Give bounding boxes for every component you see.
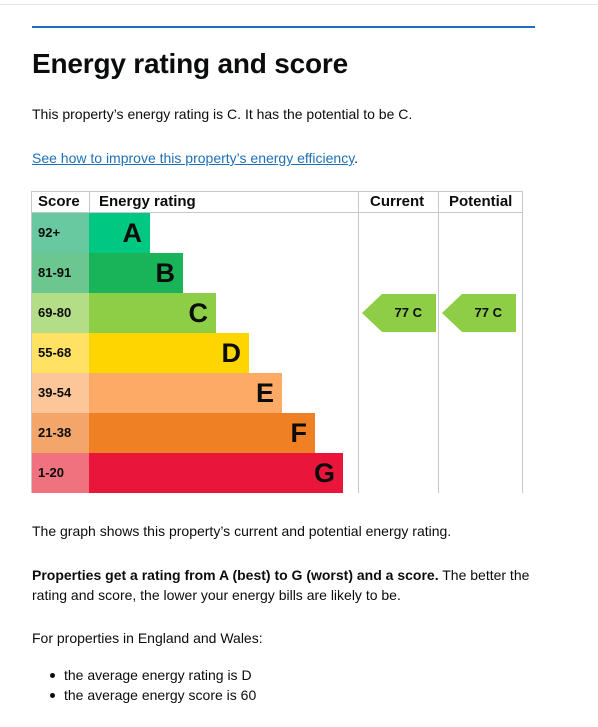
rating-explanation-rest: The better the rating and score, the low… xyxy=(32,567,530,603)
table-divider-score xyxy=(89,191,90,213)
current-rating-arrow: 77 C xyxy=(362,293,436,333)
band-bar-g: G xyxy=(89,453,343,493)
score-cell-b: 81-91 xyxy=(32,253,89,293)
band-letter-e: E xyxy=(255,378,274,408)
list-item-average-rating: the average energy rating is D xyxy=(32,665,256,685)
table-divider-current xyxy=(358,191,359,493)
band-letter-a: A xyxy=(122,218,143,248)
band-letter-c: C xyxy=(188,298,209,328)
current-rating-label: 77 C xyxy=(394,305,422,320)
link-period: . xyxy=(354,150,359,166)
score-cell-e: 39-54 xyxy=(32,373,89,413)
score-cell-d: 55-68 xyxy=(32,333,89,373)
potential-arrow-shape xyxy=(442,294,516,332)
score-cell-a: 92+ xyxy=(32,213,89,253)
rating-explanation: Properties get a rating from A (best) to… xyxy=(32,565,532,605)
band-bar-f: F xyxy=(89,413,315,453)
band-letter-g: G xyxy=(313,458,335,488)
section-rule xyxy=(32,26,535,28)
table-header-divider xyxy=(31,212,523,213)
rating-summary: This property’s energy rating is C. It h… xyxy=(32,106,413,122)
potential-rating-arrow: 77 C xyxy=(442,293,516,333)
table-border-left xyxy=(31,191,32,493)
score-cell-f: 21-38 xyxy=(32,413,89,453)
current-arrow-shape xyxy=(362,294,436,332)
page-title: Energy rating and score xyxy=(32,48,348,79)
band-bar-a: A xyxy=(89,213,150,253)
improve-efficiency-link[interactable]: See how to improve this property’s energ… xyxy=(32,150,355,166)
band-letter-b: B xyxy=(155,258,176,288)
band-bar-d: D xyxy=(89,333,249,373)
table-border-top xyxy=(31,191,523,192)
energy-rating-chart: Score Energy rating Current Potential 92… xyxy=(31,191,523,493)
averages-list: the average energy rating is D the avera… xyxy=(32,665,256,705)
graph-explanation: The graph shows this property’s current … xyxy=(32,523,452,539)
header-score: Score xyxy=(38,193,80,210)
score-cell-g: 1-20 xyxy=(32,453,89,493)
table-border-right xyxy=(522,191,523,493)
potential-rating-label: 77 C xyxy=(474,305,502,320)
england-wales-intro: For properties in England and Wales: xyxy=(32,630,263,646)
table-divider-potential xyxy=(438,191,439,493)
improve-link-paragraph: See how to improve this property’s energ… xyxy=(32,148,358,168)
band-bar-c: C xyxy=(89,293,216,333)
header-energy-rating: Energy rating xyxy=(99,193,196,210)
top-border xyxy=(0,4,598,5)
band-bar-b: B xyxy=(89,253,183,293)
list-item-average-score: the average energy score is 60 xyxy=(32,685,256,705)
band-bar-e: E xyxy=(89,373,282,413)
band-letter-d: D xyxy=(221,338,242,368)
rating-explanation-bold: Properties get a rating from A (best) to… xyxy=(32,567,439,583)
header-current: Current xyxy=(370,193,425,210)
band-letter-f: F xyxy=(290,418,308,448)
score-cell-c: 69-80 xyxy=(32,293,89,333)
header-potential: Potential xyxy=(449,193,513,210)
